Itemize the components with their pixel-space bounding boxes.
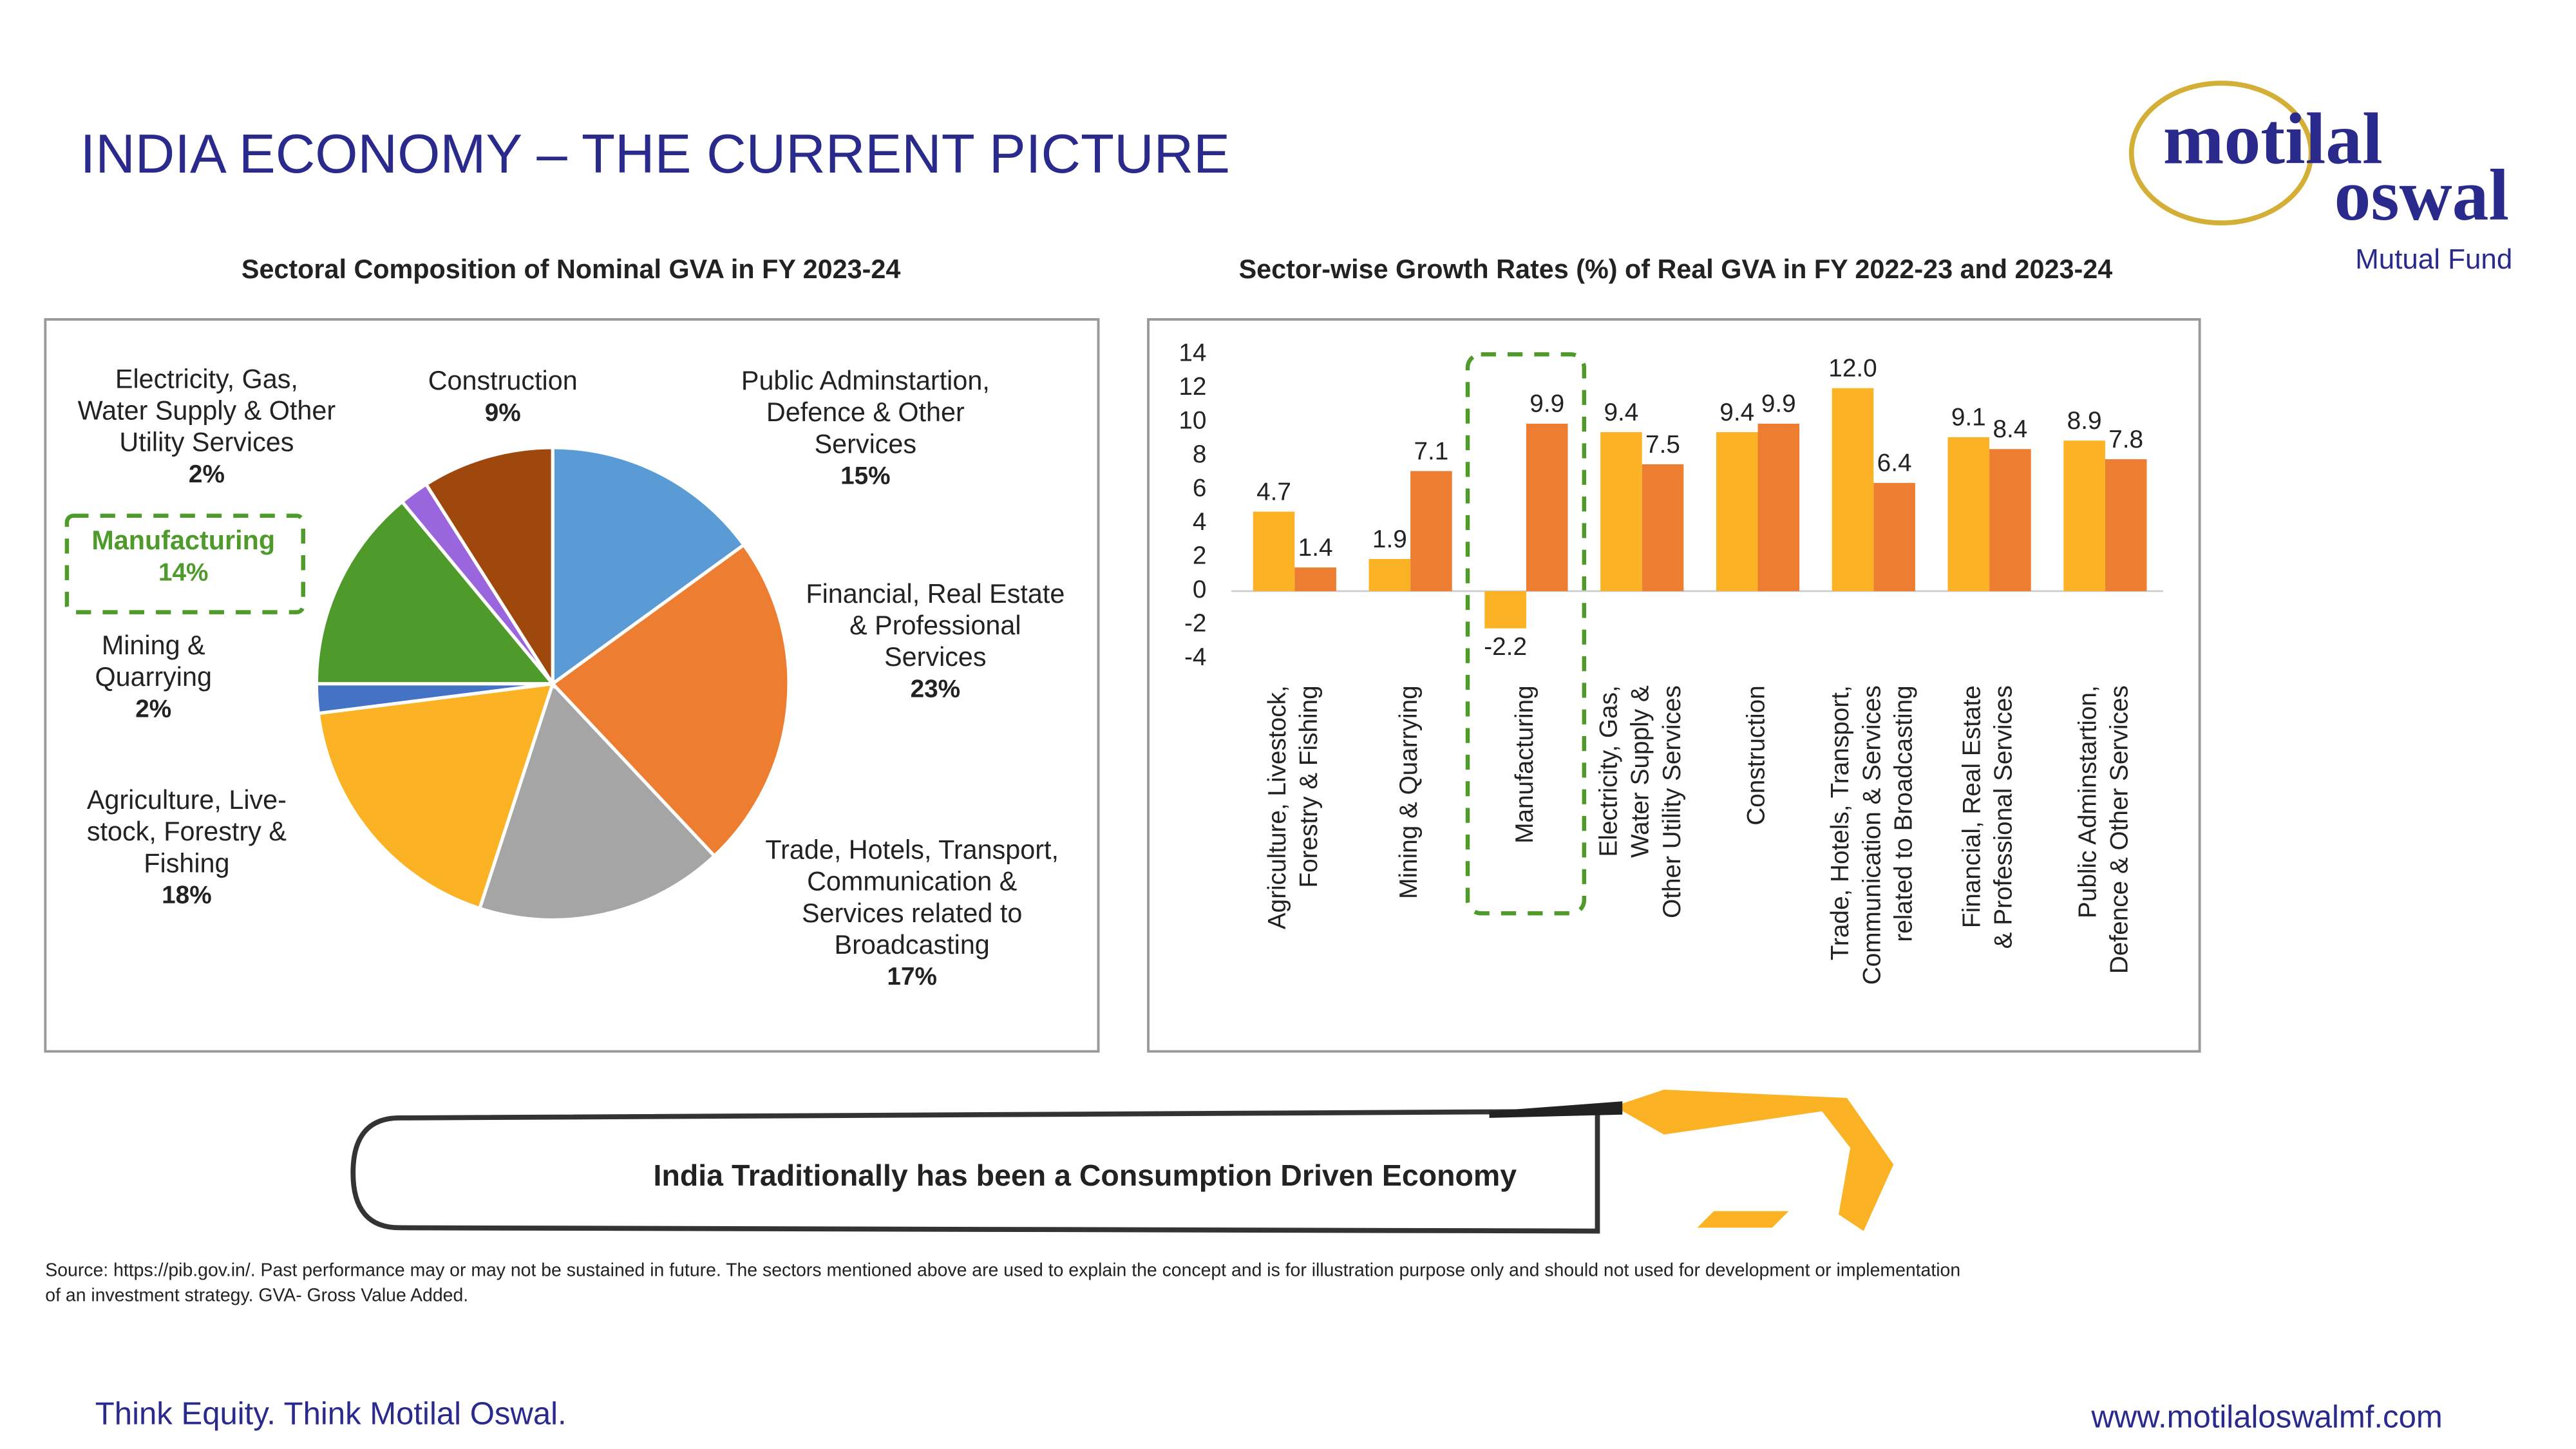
slice-value: 2% (135, 695, 171, 723)
bar (1410, 471, 1452, 591)
chart-title: Sectoral Composition of Nominal GVA in F… (242, 254, 900, 284)
x-tick-label: Trade, Hotels, Transport, Communication &… (1826, 685, 1917, 985)
slice-value: 23% (911, 675, 961, 703)
bar (1716, 432, 1758, 591)
stripe (1697, 1211, 1789, 1228)
x-tick-label: Manufacturing (1511, 685, 1539, 843)
bar (1642, 464, 1684, 591)
bar-value-label: 9.4 (1604, 399, 1638, 426)
x-tick-label: Electricity, Gas, Water Supply & Other Uti… (1595, 685, 1686, 918)
bar-value-label: 8.9 (2067, 407, 2102, 435)
pie-frame (44, 318, 1100, 1053)
bar-value-label: 9.9 (1530, 390, 1564, 418)
bar-frame (1147, 318, 2201, 1053)
footer-right: www.motilaloswalmf.com (2090, 1399, 2442, 1434)
slice-value: 9% (485, 399, 521, 426)
slice-label: Agriculture, Live-stock, Forestry & Fishi… (87, 785, 287, 878)
bar-value-label: 4.7 (1256, 478, 1291, 506)
bar (1294, 567, 1336, 591)
slice-value: 18% (162, 882, 212, 909)
pie-slice (314, 499, 556, 686)
pie-slice (550, 542, 791, 858)
bar (1947, 437, 1990, 591)
slice-label: Financial, Real Estate & Professional Serv… (806, 579, 1065, 672)
pie-slice (477, 680, 717, 922)
logo-bottom: oswal (2334, 155, 2510, 236)
y-tick-label: -2 (1184, 610, 1206, 638)
bar (1484, 591, 1526, 629)
banner-text: India Traditionally has been a Consumpti… (654, 1159, 1517, 1192)
source-note: Source: https://pib.gov.in/. Past perfor… (45, 1260, 1960, 1305)
bar (2105, 459, 2147, 591)
chart-title: Sector-wise Growth Rates (%) of Real GVA… (1239, 254, 2113, 284)
bar (1526, 423, 1568, 591)
bar-value-label: 9.9 (1761, 390, 1796, 418)
slice-value: 17% (887, 963, 937, 990)
bar (2063, 440, 2105, 591)
y-tick-label: 10 (1179, 407, 1206, 435)
slice-label: Mining & Quarrying (95, 630, 211, 692)
footer-left: Think Equity. Think Motilal Oswal. (95, 1396, 567, 1431)
x-tick-label: Construction (1743, 685, 1770, 825)
bar-value-label: -2.2 (1484, 633, 1527, 661)
pie-slice (316, 681, 555, 911)
slice-value: 15% (840, 462, 891, 490)
bar-value-label: 6.4 (1877, 450, 1912, 477)
x-tick-label: Public Adminstartion, Defence & Other Ser… (2074, 685, 2134, 974)
slice-label: Trade, Hotels, Transport, Communication &… (765, 835, 1059, 960)
highlight-box (1465, 352, 1587, 916)
bar (1368, 559, 1411, 591)
y-tick-label: 8 (1193, 440, 1207, 468)
excavator-icon (1614, 1090, 1894, 1231)
x-tick-label: Mining & Quarrying (1395, 685, 1423, 899)
y-tick-label: 6 (1193, 475, 1207, 502)
x-tick-label: Financial, Real Estate & Professional Ser… (1958, 685, 2018, 949)
y-tick-label: -4 (1184, 643, 1206, 671)
bar-value-label: 7.8 (2108, 426, 2143, 453)
bar (1873, 482, 1915, 591)
y-tick-label: 4 (1193, 508, 1207, 536)
excavator-arm (1489, 1101, 1623, 1118)
logo-subtitle: Mutual Fund (2355, 243, 2512, 275)
x-tick-label: Agriculture, Livestock, Forestry & Fishin… (1264, 685, 1323, 929)
slice-label: Public Adminstartion, Defence & Other Serv… (741, 366, 990, 459)
bar-value-label: 8.4 (1993, 415, 2027, 443)
slice-label: Electricity, Gas, Water Supply & Other Uti… (78, 364, 336, 457)
banner-frame (350, 1108, 1600, 1234)
bar-value-label: 9.1 (1951, 404, 1986, 431)
y-tick-label: 14 (1179, 339, 1206, 366)
slice-label: Manufacturing (91, 526, 275, 555)
logo-ring (2128, 80, 2314, 226)
bar-value-label: 9.4 (1719, 399, 1754, 426)
y-tick-label: 12 (1179, 373, 1206, 401)
bar (1989, 449, 2031, 591)
y-tick-label: 2 (1193, 542, 1207, 570)
pie-slice (551, 446, 746, 687)
slice-value: 14% (158, 558, 209, 586)
bar (1600, 432, 1642, 591)
y-tick-label: 0 (1193, 576, 1207, 603)
logo-top: motilal (2163, 98, 2383, 179)
bar-value-label: 1.4 (1298, 534, 1333, 562)
bar-value-label: 7.1 (1414, 437, 1448, 465)
bar (1832, 388, 1874, 591)
slice-label: Construction (428, 366, 578, 395)
bar (1757, 423, 1800, 591)
bar-value-label: 12.0 (1828, 355, 1877, 383)
slide-title: INDIA ECONOMY – THE CURRENT PICTURE (80, 124, 1230, 185)
bar-value-label: 7.5 (1645, 431, 1680, 459)
slice-value: 2% (189, 460, 225, 488)
pie-slice (424, 446, 554, 690)
bar (1253, 511, 1295, 591)
highlight-box (64, 513, 305, 614)
bar-value-label: 1.9 (1372, 526, 1407, 553)
